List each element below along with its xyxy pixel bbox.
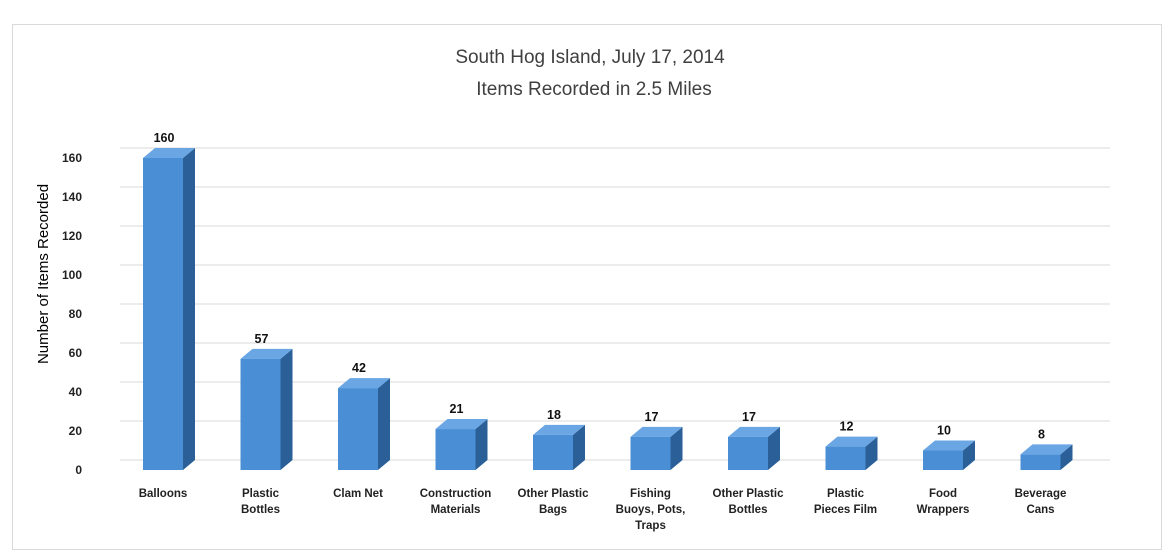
bar-front	[728, 436, 768, 470]
bar-side	[670, 426, 683, 470]
data-label: 8	[1038, 427, 1045, 441]
bar-side	[183, 148, 195, 470]
bar-top	[240, 348, 293, 359]
y-tick-label: 60	[69, 346, 83, 360]
bars	[143, 148, 1073, 470]
y-tick-label: 40	[69, 385, 83, 399]
bar-front	[143, 158, 183, 470]
bar-front	[240, 358, 281, 470]
data-label: 17	[645, 410, 659, 424]
category-labels: Balloons Plastic Bottles Clam Net Constructi…	[139, 488, 1067, 532]
bar-top	[533, 424, 585, 435]
bar	[240, 348, 293, 470]
data-label: 21	[450, 402, 464, 416]
data-labels: 160 57 42 21 18 17 17 12 10 8	[154, 131, 1045, 441]
bar-top	[728, 426, 780, 437]
x-category-label: Other Plastic Bottles	[713, 488, 785, 516]
bar	[533, 424, 585, 470]
y-tick-label: 80	[69, 307, 83, 321]
y-tick-label: 140	[62, 190, 82, 204]
data-label: 57	[255, 332, 269, 346]
y-tick-label: 20	[69, 424, 83, 438]
y-axis-label: Number of Items Recorded	[35, 184, 52, 364]
bar-side	[378, 378, 390, 470]
bar-top	[630, 426, 683, 437]
bar-top	[1020, 444, 1073, 455]
bar-side	[475, 419, 488, 470]
y-tick-label: 0	[75, 463, 82, 477]
bar-front	[435, 429, 476, 470]
y-tick-label: 120	[62, 229, 82, 243]
bar	[338, 378, 390, 470]
x-category-label: Balloons	[139, 488, 188, 500]
x-category-label: Clam Net	[333, 488, 383, 500]
data-label: 12	[840, 420, 854, 434]
data-label: 42	[352, 361, 366, 375]
bar-front	[630, 436, 671, 470]
bar-side	[573, 424, 585, 470]
bar-front	[923, 450, 963, 470]
bar	[435, 419, 488, 470]
data-label: 18	[547, 408, 561, 422]
bar	[143, 148, 195, 470]
bar-top	[435, 419, 488, 430]
bar-side	[280, 348, 293, 470]
bar-side	[963, 440, 975, 470]
bar-front	[825, 446, 866, 470]
x-category-label: Food Wrappers	[917, 488, 970, 516]
bar-front	[533, 434, 573, 470]
y-axis-ticks: 0 20 40 60 80 100 120 140 160	[62, 151, 82, 477]
chart-title: South Hog Island, July 17, 2014	[455, 47, 725, 68]
bar	[825, 436, 878, 470]
bar-top	[143, 148, 195, 158]
data-label: 10	[937, 424, 951, 438]
bar	[728, 426, 780, 470]
bar	[1020, 444, 1073, 470]
x-category-label: Plastic Pieces Film	[814, 488, 877, 516]
x-category-label: Beverage Cans	[1015, 488, 1067, 516]
bar-side	[768, 426, 780, 470]
bar	[923, 440, 975, 470]
chart-subtitle: Items Recorded in 2.5 Miles	[476, 79, 712, 100]
x-category-label: Fishing Buoys, Pots, Traps	[616, 488, 686, 532]
y-tick-label: 100	[62, 268, 82, 282]
x-category-label: Other Plastic Bags	[518, 488, 590, 516]
bar-top	[825, 436, 878, 447]
data-label: 160	[154, 131, 175, 145]
bar-front	[338, 388, 378, 470]
bar-front	[1020, 454, 1061, 470]
x-category-label: Plastic Bottles	[241, 488, 280, 516]
bar-top	[923, 440, 975, 451]
data-label: 17	[742, 410, 756, 424]
y-tick-label: 160	[62, 151, 82, 165]
bar-side	[865, 436, 878, 470]
bar	[630, 426, 683, 470]
bar-side	[1060, 444, 1073, 470]
x-category-label: Construction Materials	[420, 488, 492, 516]
bar-top	[338, 378, 390, 389]
